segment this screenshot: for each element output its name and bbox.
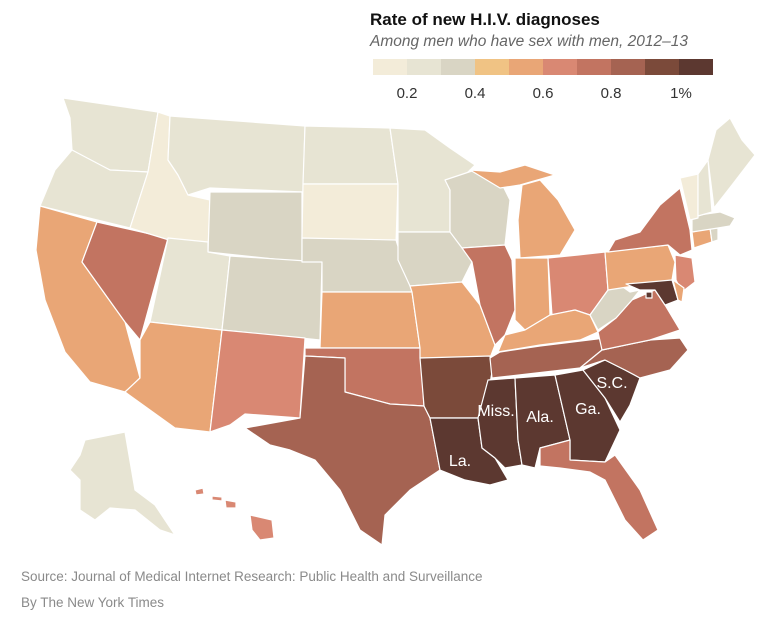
legend-swatch (679, 59, 713, 75)
legend-tick: 0.8 (600, 85, 622, 102)
state-nh (697, 159, 713, 217)
source-note: Source: Journal of Medical Internet Rese… (21, 569, 483, 584)
state-ks (319, 291, 421, 349)
state-vt (679, 173, 699, 221)
credit-line: By The New York Times (21, 595, 165, 610)
state-dc (645, 291, 653, 299)
legend-subtitle: Among men who have sex with men, 2012–13 (370, 33, 688, 50)
state-nm (209, 329, 306, 433)
state-mt (167, 115, 306, 196)
legend-swatch (373, 59, 407, 75)
state-wy (207, 191, 303, 263)
state-hi-big (249, 514, 275, 541)
label-sc: S.C. (596, 375, 627, 392)
state-me (707, 117, 756, 209)
legend-tick: 0.6 (532, 85, 554, 102)
state-nj (674, 254, 696, 293)
legend-swatch (441, 59, 475, 75)
state-mi-lower (517, 179, 576, 259)
legend-swatch (509, 59, 543, 75)
legend-swatch (611, 59, 645, 75)
state-nd (302, 125, 399, 185)
legend-swatch (475, 59, 509, 75)
state-ri (709, 227, 719, 243)
state-md (625, 279, 679, 306)
legend-tick: 1% (670, 85, 692, 102)
state-de (672, 279, 685, 303)
legend-tick: 0.2 (396, 85, 418, 102)
label-la: La. (449, 453, 471, 470)
legend-swatch (645, 59, 679, 75)
legend-tick: 0.4 (464, 85, 486, 102)
state-co (221, 255, 323, 341)
label-ga: Ga. (575, 401, 601, 418)
state-ny (607, 187, 693, 256)
legend-swatch (407, 59, 441, 75)
state-ak (69, 431, 176, 536)
state-ma (691, 211, 736, 233)
state-hi-molokai (211, 495, 223, 502)
label-miss: Miss. (477, 403, 514, 420)
legend-swatch (577, 59, 611, 75)
state-ky (497, 309, 599, 353)
state-sd (301, 183, 399, 245)
legend: Rate of new H.I.V. diagnoses Among men w… (370, 10, 715, 109)
legend-swatch (543, 59, 577, 75)
state-tx (244, 355, 441, 546)
state-hi-maui (224, 499, 237, 509)
legend-title: Rate of new H.I.V. diagnoses (370, 10, 600, 29)
state-mi-upper (469, 164, 556, 189)
state-fl (539, 439, 659, 541)
label-ala: Ala. (526, 409, 554, 426)
legend-color-scale (373, 59, 713, 75)
legend-ticks: 0.2 0.4 0.6 0.8 1% (370, 85, 715, 109)
state-hi-oahu (194, 487, 205, 496)
